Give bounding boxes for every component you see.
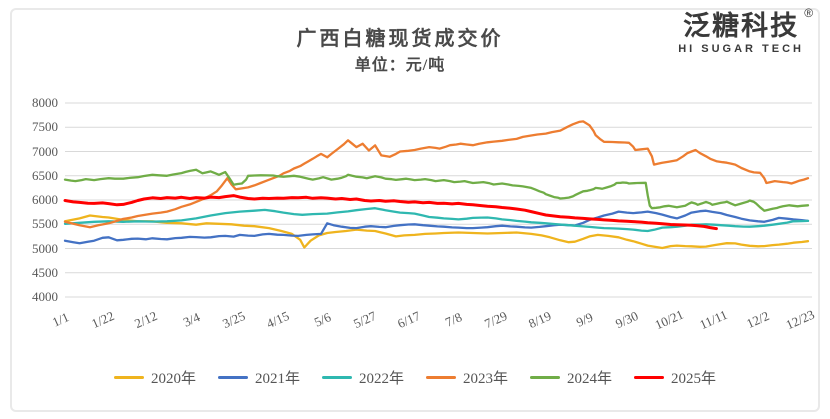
series-line-2022年	[63, 207, 810, 233]
legend-label: 2024年	[567, 371, 613, 387]
y-tick-label: 5500	[32, 216, 58, 232]
series-line-2023年	[63, 120, 810, 229]
legend-line-swatch	[321, 376, 352, 379]
legend-line-swatch	[113, 376, 144, 379]
y-tick-label: 7500	[32, 119, 58, 135]
chart-unit-label: 单位：元/吨	[354, 57, 446, 74]
legend-item-2025年: 2025年	[634, 367, 716, 388]
legend-item-2021年: 2021年	[217, 367, 300, 388]
y-tick-label: 5000	[32, 240, 58, 256]
chart-frame-border	[10, 8, 820, 412]
legend-label: 2021年	[254, 371, 300, 387]
legend-line-swatch	[217, 376, 248, 379]
chart-title: 广西白糖现货成交价	[296, 28, 504, 50]
brand-logo-name: 泛糖科技 ®	[683, 7, 813, 41]
brand-logo: 泛糖科技 ® HI SUGAR TECH	[678, 7, 813, 55]
legend-label: 2022年	[358, 371, 404, 387]
legend-line-swatch	[634, 376, 665, 379]
y-tick-label: 4000	[32, 289, 58, 304]
legend-line-swatch	[530, 376, 561, 379]
legend-item-2023年: 2023年	[426, 367, 508, 388]
series-line-2020年	[63, 214, 810, 250]
legend-label: 2025年	[671, 371, 717, 387]
legend-label: 2020年	[150, 371, 196, 387]
series-line-2025年	[63, 194, 718, 231]
legend-line-swatch	[426, 376, 456, 379]
series-line-2021年	[63, 209, 810, 245]
brand-logo-text: 泛糖科技	[683, 11, 800, 41]
legend-label: 2023年	[463, 371, 509, 387]
y-tick-label: 8000	[32, 95, 58, 110]
legend-item-2024年: 2024年	[530, 367, 612, 388]
legend-item-2022年: 2022年	[321, 367, 404, 388]
y-tick-label: 7000	[32, 143, 58, 159]
brand-logo-tagline: HI SUGAR TECH	[678, 43, 804, 55]
y-tick-label: 4500	[32, 264, 58, 280]
y-tick-label: 6500	[32, 167, 58, 183]
registered-trademark-icon: ®	[804, 6, 816, 20]
legend-item-2020年: 2020年	[113, 367, 196, 388]
series-line-2024年	[63, 168, 810, 212]
chart-legend: 2020年 2021年 2022年 2023年 2024年 2025年	[0, 367, 830, 388]
y-tick-label: 6000	[32, 192, 58, 207]
